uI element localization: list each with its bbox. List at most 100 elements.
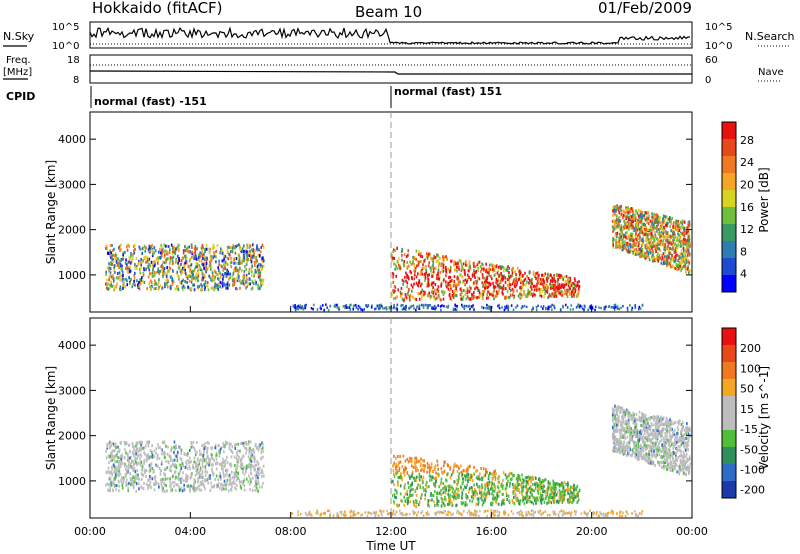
- echo-cell: [407, 486, 410, 490]
- echo-cell: [140, 258, 142, 262]
- echo-cell: [140, 448, 142, 452]
- echo-cell: [252, 243, 254, 247]
- echo-cell: [627, 206, 629, 210]
- echo-cell: [498, 306, 501, 310]
- echo-cell: [242, 257, 245, 261]
- echo-cell: [221, 259, 224, 263]
- echo-cell: [685, 247, 688, 251]
- echo-cell: [486, 483, 489, 487]
- echo-cell: [238, 262, 241, 266]
- echo-cell: [577, 294, 579, 298]
- echo-cell: [679, 235, 682, 239]
- echo-cell: [625, 231, 627, 235]
- echo-cell: [669, 235, 672, 239]
- echo-cell: [119, 273, 122, 277]
- echo-cell: [139, 247, 141, 251]
- echo-cell: [157, 443, 159, 447]
- echo-cell: [154, 479, 157, 483]
- echo-cell: [245, 267, 248, 271]
- echo-cell: [630, 249, 632, 253]
- echo-cell: [468, 499, 471, 503]
- echo-cell: [181, 489, 184, 493]
- echo-cell: [401, 308, 404, 311]
- echo-cell: [155, 447, 158, 451]
- echo-cell: [254, 444, 257, 448]
- echo-cell: [462, 469, 465, 473]
- power-colorbar-label: Power [dB]: [757, 167, 771, 232]
- echo-cell: [438, 277, 441, 281]
- echo-cell: [576, 294, 578, 298]
- echo-cell: [189, 275, 192, 279]
- echo-cell: [486, 271, 489, 275]
- echo-cell: [184, 465, 187, 469]
- echo-cell: [137, 477, 140, 481]
- echo-cell: [127, 486, 129, 490]
- echo-cell: [490, 292, 493, 296]
- echo-cell: [192, 464, 194, 468]
- echo-cell: [177, 243, 179, 247]
- echo-cell: [153, 264, 156, 268]
- echo-cell: [551, 284, 554, 288]
- echo-cell: [210, 254, 213, 258]
- echo-cell: [171, 259, 174, 263]
- echo-cell: [448, 292, 451, 296]
- echo-cell: [449, 275, 452, 279]
- echo-cell: [149, 285, 151, 289]
- echo-cell: [546, 276, 548, 280]
- echo-cell: [655, 257, 658, 261]
- echo-cell: [197, 463, 199, 467]
- echo-cell: [143, 280, 146, 284]
- echo-cell: [173, 484, 175, 488]
- echo-cell: [638, 220, 641, 224]
- echo-cell: [352, 307, 355, 311]
- echo-cell: [411, 475, 414, 479]
- echo-cell: [213, 269, 216, 273]
- echo-cell: [448, 503, 450, 507]
- echo-cell: [124, 474, 127, 478]
- echo-cell: [153, 287, 156, 291]
- echo-cell: [612, 209, 614, 213]
- echo-cell: [115, 488, 117, 492]
- echo-cell: [114, 475, 117, 479]
- echo-cell: [391, 258, 393, 262]
- echo-cell: [675, 228, 677, 232]
- echo-cell: [616, 206, 618, 210]
- echo-cell: [115, 285, 117, 289]
- echo-cell: [253, 456, 255, 460]
- echo-cell: [206, 281, 209, 285]
- echo-cell: [547, 285, 549, 289]
- echo-cell: [688, 234, 691, 238]
- echo-cell: [442, 297, 445, 301]
- echo-cell: [249, 448, 252, 452]
- echo-cell: [224, 267, 227, 271]
- echo-cell: [429, 475, 432, 479]
- echo-cell: [682, 250, 685, 254]
- echo-cell: [476, 279, 479, 283]
- echo-cell: [594, 305, 597, 309]
- echo-cell: [117, 263, 119, 267]
- echo-cell: [639, 238, 641, 242]
- echo-cell: [204, 465, 207, 469]
- echo-cell: [186, 479, 188, 483]
- echo-cell: [518, 273, 521, 277]
- echo-cell: [494, 281, 497, 285]
- echo-cell: [485, 483, 488, 487]
- echo-cell: [190, 460, 192, 464]
- echo-cell: [540, 496, 543, 500]
- echo-cell: [417, 292, 419, 296]
- echo-cell: [673, 266, 676, 270]
- echo-cell: [119, 264, 122, 268]
- echo-cell: [510, 304, 513, 307]
- echo-cell: [260, 245, 262, 249]
- echo-cell: [199, 255, 202, 259]
- echo-cell: [418, 478, 421, 482]
- echo-cell: [250, 464, 253, 468]
- echo-cell: [257, 467, 259, 471]
- echo-cell: [663, 230, 665, 234]
- echo-cell: [687, 271, 690, 275]
- echo-cell: [252, 455, 254, 459]
- echo-cell: [446, 257, 448, 261]
- echo-cell: [540, 277, 542, 281]
- echo-cell: [666, 247, 669, 251]
